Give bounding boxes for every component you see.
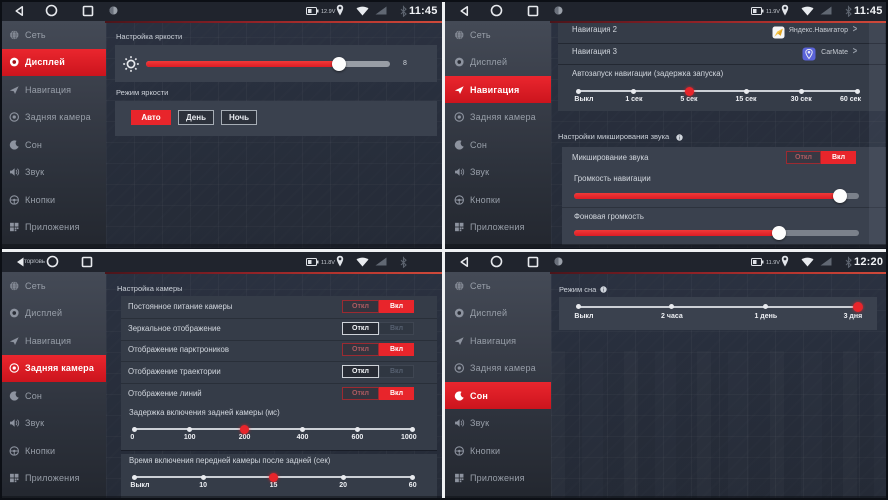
svg-text:i: i [679,136,680,141]
svg-text:i: i [603,288,604,293]
